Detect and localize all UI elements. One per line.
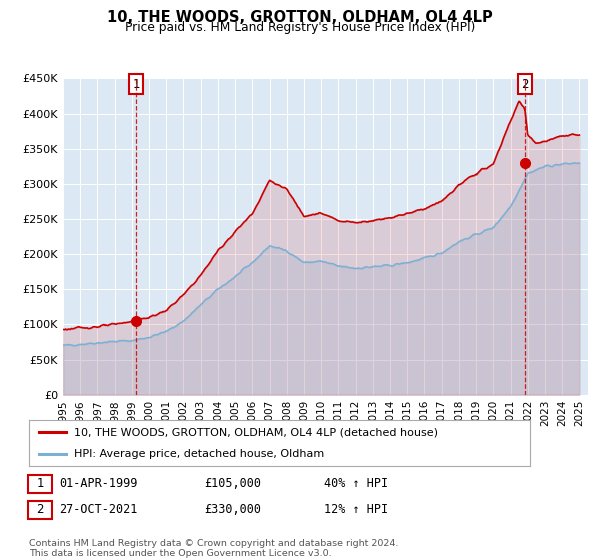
Text: 10, THE WOODS, GROTTON, OLDHAM, OL4 4LP: 10, THE WOODS, GROTTON, OLDHAM, OL4 4LP bbox=[107, 10, 493, 25]
Text: 40% ↑ HPI: 40% ↑ HPI bbox=[324, 477, 388, 491]
Text: £105,000: £105,000 bbox=[204, 477, 261, 491]
Text: 2: 2 bbox=[521, 77, 529, 91]
Text: 1: 1 bbox=[37, 477, 44, 491]
Text: £330,000: £330,000 bbox=[204, 503, 261, 516]
Text: 1: 1 bbox=[133, 77, 140, 91]
Text: 10, THE WOODS, GROTTON, OLDHAM, OL4 4LP (detached house): 10, THE WOODS, GROTTON, OLDHAM, OL4 4LP … bbox=[74, 428, 438, 438]
Text: 2: 2 bbox=[37, 503, 44, 516]
Text: 27-OCT-2021: 27-OCT-2021 bbox=[59, 503, 137, 516]
Text: Contains HM Land Registry data © Crown copyright and database right 2024.
This d: Contains HM Land Registry data © Crown c… bbox=[29, 539, 398, 558]
Text: 12% ↑ HPI: 12% ↑ HPI bbox=[324, 503, 388, 516]
Text: 01-APR-1999: 01-APR-1999 bbox=[59, 477, 137, 491]
Text: HPI: Average price, detached house, Oldham: HPI: Average price, detached house, Oldh… bbox=[74, 449, 324, 459]
Text: Price paid vs. HM Land Registry's House Price Index (HPI): Price paid vs. HM Land Registry's House … bbox=[125, 21, 475, 34]
